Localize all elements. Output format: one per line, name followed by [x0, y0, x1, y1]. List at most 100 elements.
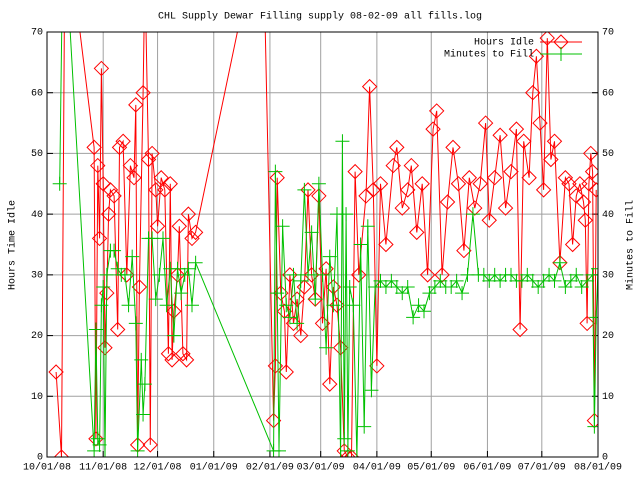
plus-marker: [335, 134, 350, 149]
plus-marker: [340, 443, 355, 457]
diamond-marker: [140, 151, 157, 168]
plus-marker: [346, 298, 361, 313]
plus-marker: [569, 267, 584, 282]
x-tick-label: 03/01/09: [297, 462, 345, 474]
plus-marker: [411, 298, 426, 313]
diamond-marker: [171, 218, 188, 234]
diamond-marker: [340, 449, 356, 457]
chart-title: CHL Supply Dewar Filling supply 08-02-09…: [158, 11, 482, 23]
plus-marker: [107, 243, 122, 258]
diamond-marker: [577, 212, 594, 228]
diamond-marker: [322, 376, 338, 392]
x-tick-label: 01/01/09: [190, 462, 238, 474]
plus-marker: [136, 407, 151, 422]
diamond-marker: [512, 321, 528, 338]
plus-marker: [94, 298, 109, 313]
plus-marker: [349, 450, 364, 457]
diamond-marker: [389, 139, 405, 156]
plus-marker: [275, 219, 290, 234]
diamond-marker: [336, 443, 352, 457]
plus-marker: [542, 267, 557, 282]
plus-marker: [504, 267, 518, 282]
diamond-marker: [126, 170, 142, 186]
diamond-marker: [535, 182, 552, 198]
diamond-marker: [481, 212, 497, 228]
x-tick-label: 04/01/09: [353, 462, 401, 474]
diamond-marker: [157, 182, 173, 198]
diamond-marker: [434, 267, 450, 283]
plus-marker: [110, 261, 125, 276]
plus-marker: [574, 280, 589, 294]
plus-marker: [591, 261, 598, 276]
diamond-marker: [486, 170, 503, 186]
diamond-marker: [142, 437, 159, 453]
diamond-marker: [403, 157, 420, 174]
diamond-marker: [525, 85, 541, 101]
plus-marker: [282, 310, 297, 325]
plus-marker: [290, 316, 305, 331]
x-tick-label: 07/01/09: [518, 462, 566, 474]
grid: [46, 31, 599, 458]
diamond-marker: [575, 194, 592, 210]
plus-marker: [357, 419, 372, 434]
diamond-marker: [311, 188, 327, 204]
diamond-marker: [293, 327, 309, 344]
diamond-marker: [100, 206, 117, 222]
diamond-marker: [425, 121, 441, 137]
diamond-marker: [175, 346, 191, 362]
diamond-marker: [166, 303, 182, 319]
diamond-marker: [461, 170, 478, 186]
plus-marker: [493, 273, 508, 288]
diamond-marker: [289, 291, 305, 307]
plus-marker: [333, 450, 348, 457]
diamond-marker: [557, 170, 574, 186]
y-tick-label: 70: [31, 28, 43, 39]
diamond-marker: [467, 200, 483, 216]
diamond-marker: [135, 85, 151, 101]
diamond-marker: [184, 230, 200, 247]
plus-marker: [156, 231, 170, 246]
plus-marker: [92, 437, 107, 452]
diamond-marker: [278, 364, 294, 380]
diamond-marker: [153, 170, 169, 186]
plus-marker: [580, 273, 595, 288]
plus-marker: [301, 267, 315, 282]
diamond-marker: [300, 182, 316, 198]
plus-marker: [384, 273, 399, 288]
diamond-marker: [93, 60, 110, 77]
diamond-marker: [477, 115, 494, 131]
y-axis-label: Hours Time Idle: [7, 200, 19, 290]
diamond-marker: [53, 449, 70, 457]
plus-marker: [406, 310, 421, 325]
diamond-marker: [581, 176, 597, 192]
y-tick-label: 10: [31, 392, 43, 403]
diamond-marker: [131, 279, 148, 295]
plus-marker: [353, 237, 368, 252]
plus-marker: [364, 383, 379, 398]
diamond-marker: [521, 170, 537, 186]
diamond-marker: [543, 151, 559, 168]
diamond-marker: [568, 188, 584, 204]
plus-marker: [585, 267, 598, 282]
y-tick-label: 50: [31, 149, 43, 160]
plus-marker: [587, 419, 598, 434]
diamond-marker: [122, 157, 139, 174]
y-tick-label: 40: [31, 210, 43, 221]
diamond-marker: [450, 176, 467, 192]
y-tick-label: 30: [31, 270, 43, 281]
plus-marker: [181, 261, 196, 276]
y-tick-label: 60: [31, 88, 43, 99]
plus-marker: [520, 267, 535, 282]
diamond-marker: [564, 236, 581, 253]
plus-marker: [433, 273, 448, 288]
x-tick-label: 08/01/09: [574, 462, 622, 474]
plus-marker: [177, 267, 192, 282]
plus-marker: [311, 176, 326, 191]
diamond-marker: [588, 182, 598, 198]
plus-marker: [326, 298, 341, 313]
y2-tick-label: 40: [602, 210, 614, 221]
diamond-marker: [584, 163, 598, 180]
legend-label: Hours Idle: [474, 37, 534, 49]
plus-marker: [589, 310, 598, 325]
diamond-marker: [269, 170, 285, 186]
